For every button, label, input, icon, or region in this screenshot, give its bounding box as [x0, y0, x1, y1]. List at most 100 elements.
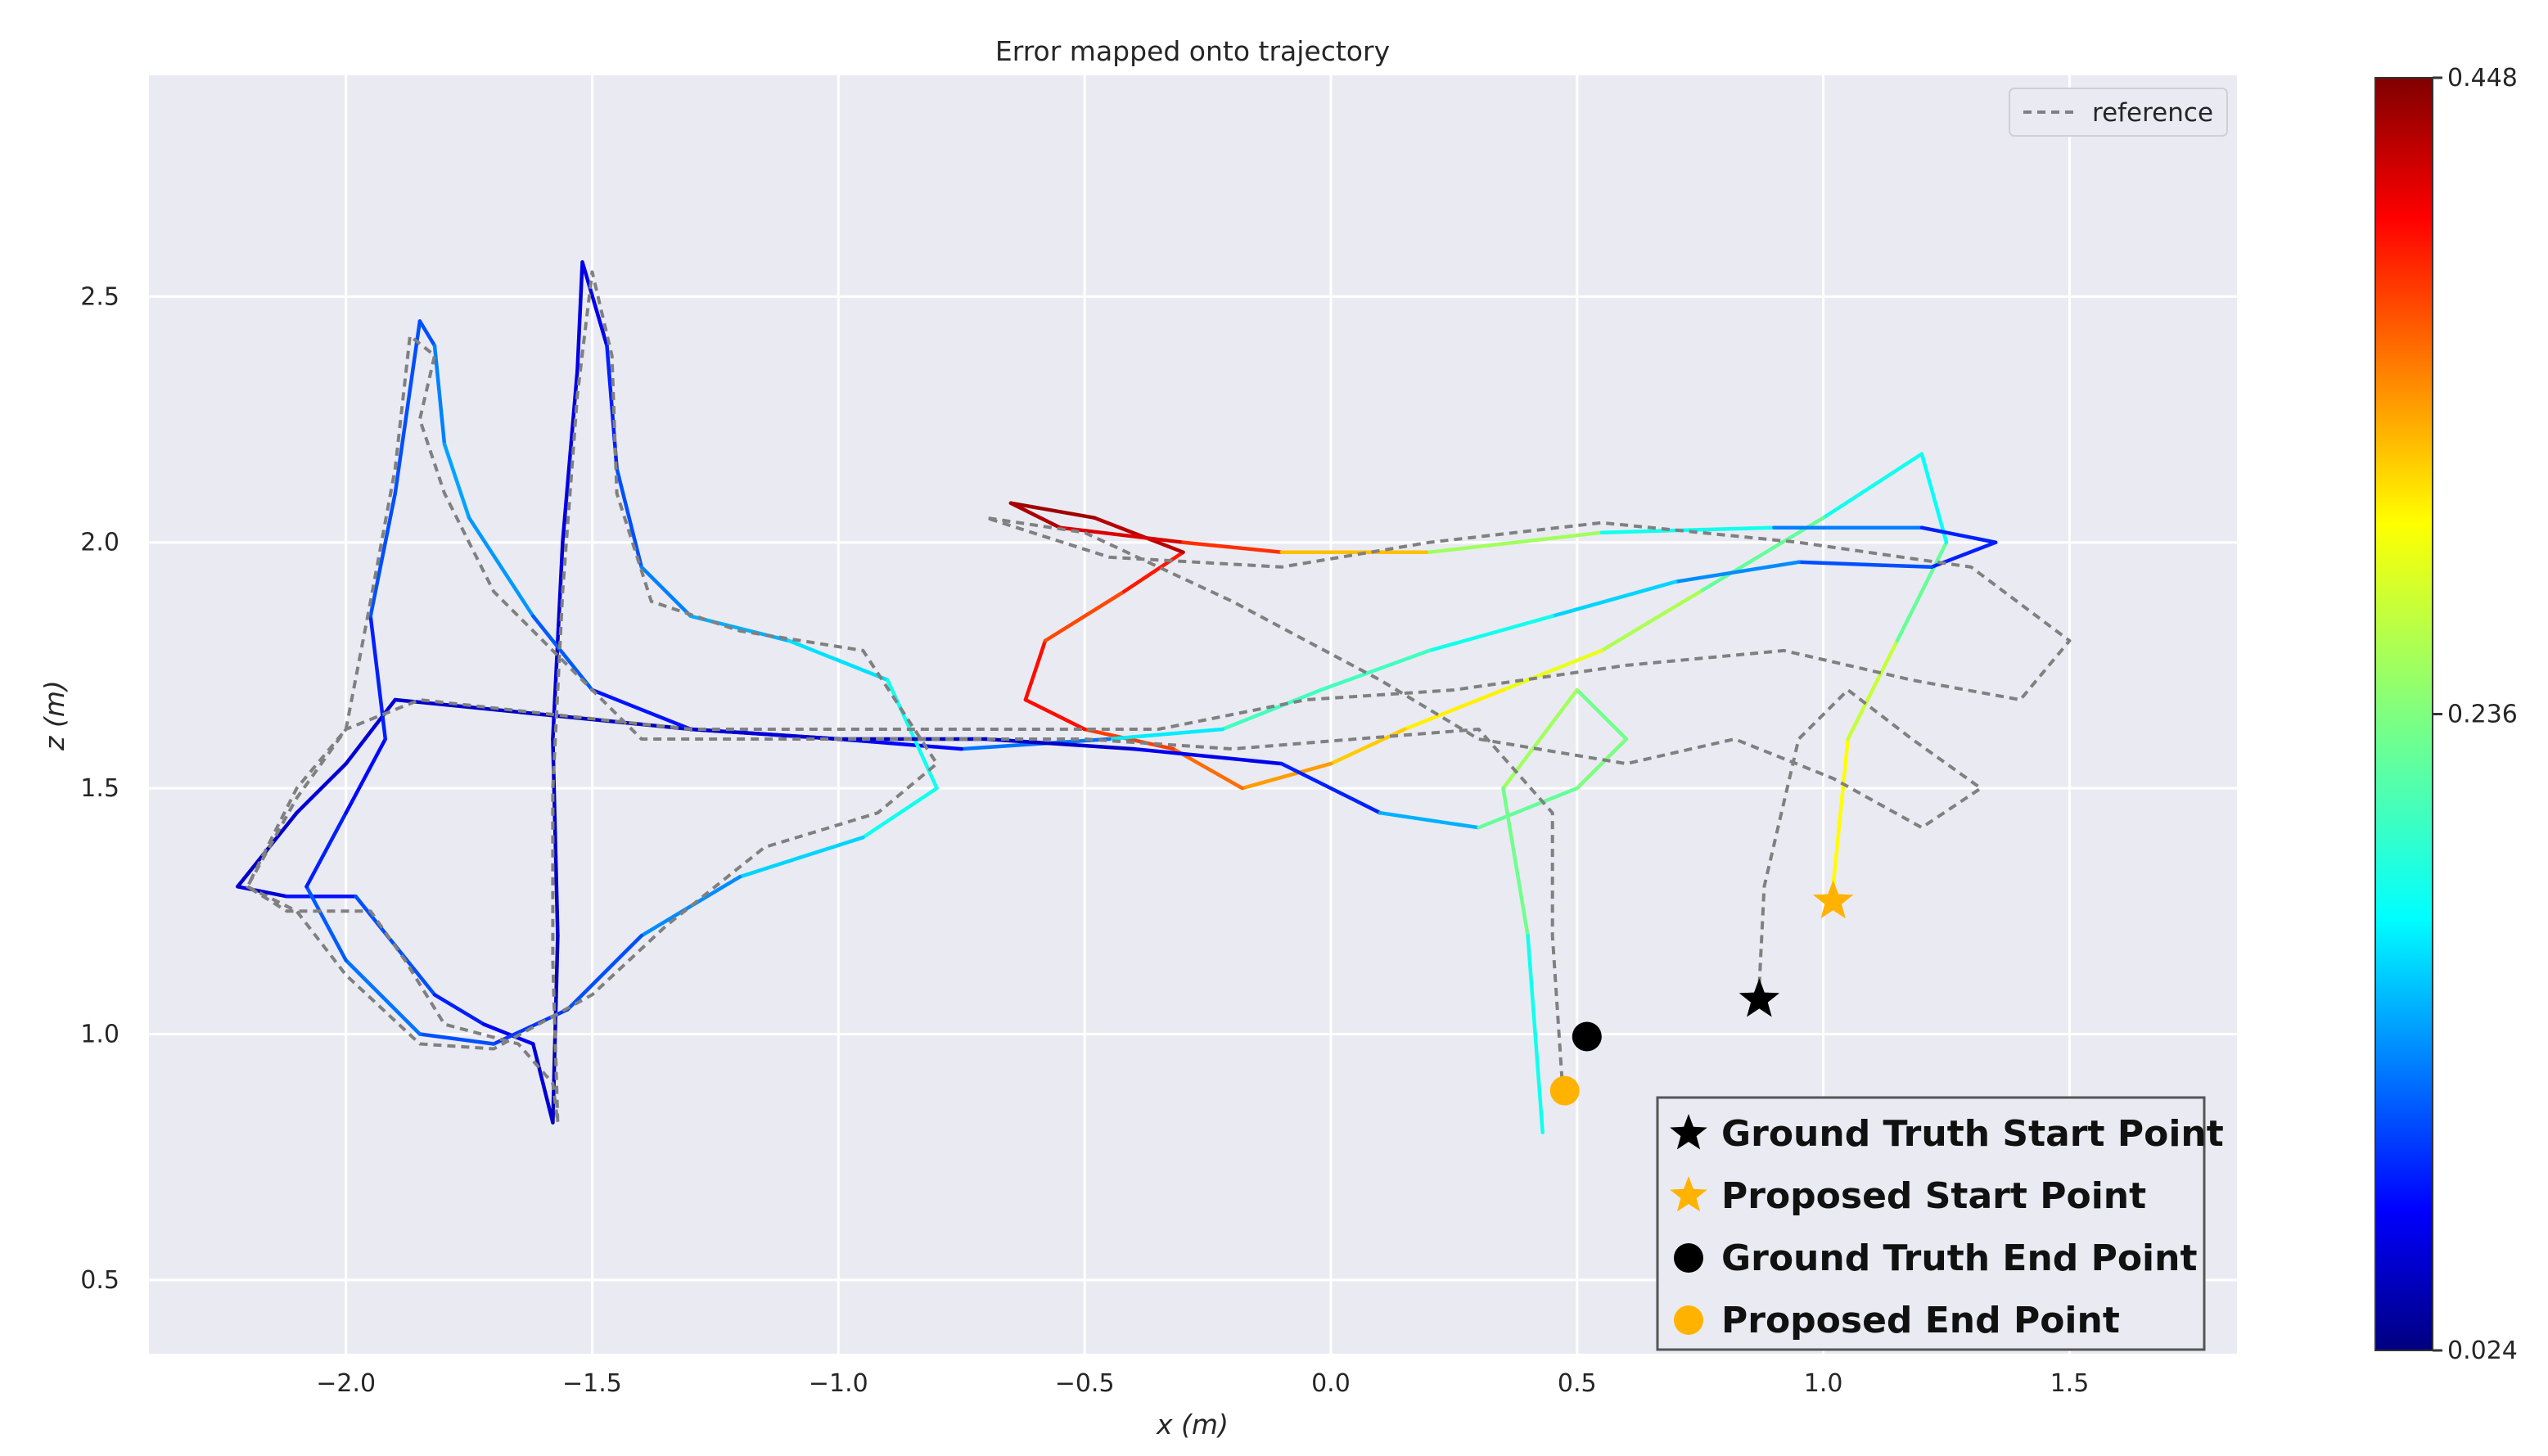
trajectory-segment — [531, 1042, 555, 1125]
trajectory-segment — [561, 368, 580, 544]
trajectory-segment — [417, 319, 437, 348]
trajectory-segment — [344, 697, 398, 766]
trajectory-segment — [1058, 525, 1185, 544]
trajectory-segment — [1092, 516, 1185, 554]
x-tick-label: −1.0 — [809, 1369, 868, 1398]
points-legend: Ground Truth Start Point Proposed Start P… — [1656, 1096, 2224, 1351]
trajectory-segment — [368, 614, 388, 742]
reference-trajectory — [246, 270, 2072, 1125]
trajectory-segment — [1599, 525, 1776, 534]
x-tick-label: 0.0 — [1311, 1369, 1351, 1398]
trajectory-segment — [1008, 501, 1097, 520]
y-tick-label: 1.5 — [80, 774, 120, 803]
trajectory-segment — [615, 467, 643, 570]
x-tick-label: −1.5 — [562, 1369, 622, 1398]
proposed-start-marker — [1812, 880, 1854, 919]
trajectory-segment — [1008, 501, 1062, 530]
trajectory-segment — [1122, 550, 1185, 594]
colorbar-tick-label: 0.448 — [2447, 64, 2518, 92]
trajectory-segment — [1599, 589, 1702, 653]
trajectory-segment — [1698, 516, 1825, 594]
trajectory-segment — [590, 687, 693, 732]
gt-end-marker — [1572, 1021, 1602, 1052]
legend-star-marker — [1670, 1176, 1707, 1212]
trajectory-segment — [1846, 638, 1900, 742]
trajectory-segment — [304, 885, 348, 962]
trajectory-segment — [236, 885, 289, 899]
trajectory-segment — [1526, 934, 1545, 1134]
legend-entry-label: Proposed Start Point — [1721, 1175, 2146, 1217]
trajectory-segment — [1402, 687, 1505, 732]
trajectory-segment — [1043, 589, 1126, 643]
trajectory-segment — [1023, 697, 1087, 732]
trajectory-segment — [1279, 761, 1382, 815]
trajectory-segment — [639, 565, 693, 619]
y-tick-label: 2.5 — [80, 282, 120, 311]
trajectory-segment — [1378, 810, 1481, 830]
trajectory-segment — [304, 810, 348, 889]
trajectory-segment — [442, 442, 471, 520]
trajectory-segment — [1427, 614, 1554, 653]
trajectory-segment — [566, 934, 643, 1012]
gt-start-marker — [1739, 978, 1780, 1017]
trajectory-segment — [551, 934, 560, 1125]
trajectory-segment — [467, 516, 535, 619]
trajectory-segment — [531, 614, 594, 692]
trajectory-segment — [1550, 579, 1678, 619]
trajectory-segment — [393, 944, 437, 997]
legend-entry-label: Ground Truth Start Point — [1721, 1113, 2224, 1155]
trajectory-segment — [737, 835, 865, 879]
x-tick-label: 1.0 — [1804, 1369, 1843, 1398]
colorbar: 0.024 0.236 0.448 — [2374, 64, 2518, 1365]
legend-circle-marker — [1674, 1243, 1703, 1273]
reference-legend-label: reference — [2092, 98, 2213, 128]
reference-legend: reference — [2009, 88, 2228, 137]
x-axis-label: x (m) — [1156, 1409, 1229, 1440]
trajectory-segment — [575, 260, 584, 372]
trajectory-segment — [1181, 540, 1284, 554]
legend-entry-label: Ground Truth End Point — [1721, 1237, 2198, 1279]
y-tick-label: 0.5 — [80, 1266, 120, 1295]
trajectory-segment — [295, 761, 348, 815]
trajectory-segment — [580, 260, 609, 348]
trajectory-segment — [1821, 452, 1924, 520]
trajectory-segment — [861, 786, 939, 840]
trajectory-segment — [1673, 560, 1801, 584]
trajectory-segment — [1895, 540, 1949, 643]
chart-title: Error mapped onto trajectory — [995, 35, 1390, 67]
trajectory-segment — [432, 993, 486, 1026]
colorbar-tick-label: 0.236 — [2447, 701, 2518, 729]
trajectory-segment — [1319, 648, 1432, 692]
point-markers — [1549, 880, 1854, 1106]
legend-star-marker — [1670, 1114, 1707, 1150]
trajectory-segment — [1023, 638, 1048, 702]
reference-path — [246, 270, 2072, 1125]
trajectory-segment — [1831, 737, 1850, 889]
trajectory-segment — [432, 344, 447, 446]
trajectory-segment — [1477, 786, 1580, 830]
y-axis-label: z (m) — [38, 680, 70, 751]
proposed-end-marker — [1549, 1075, 1580, 1106]
trajectory-segment — [1575, 687, 1629, 742]
trajectory-segment — [1427, 530, 1604, 554]
trajectory-segment — [1797, 560, 1934, 570]
colorbar-tick-label: 0.024 — [2447, 1337, 2518, 1365]
trajectory-segment — [1501, 786, 1530, 938]
trajectory-segment — [1132, 746, 1284, 766]
x-tick-label: 0.5 — [1558, 1369, 1597, 1398]
axis-ticks: −2.0 −1.5 −1.0 −0.5 0.0 0.5 1.0 1.5 0.5 1.0 1.5 2.0… — [80, 282, 2089, 1398]
trajectory-segment — [417, 1032, 496, 1046]
colorbar-gradient — [2374, 77, 2433, 1351]
trajectory-segment — [344, 737, 388, 815]
y-tick-label: 1.0 — [80, 1021, 120, 1049]
trajectory-segment — [551, 540, 565, 742]
trajectory-segment — [1107, 727, 1224, 742]
legend-entry-label: Proposed End Point — [1721, 1300, 2120, 1341]
trajectory-segment — [1919, 452, 1949, 544]
x-tick-label: −2.0 — [316, 1369, 376, 1398]
trajectory-segment — [393, 319, 422, 495]
trajectory-segment — [1501, 648, 1604, 692]
legend-circle-marker — [1674, 1305, 1703, 1335]
trajectory-segment — [787, 638, 890, 683]
